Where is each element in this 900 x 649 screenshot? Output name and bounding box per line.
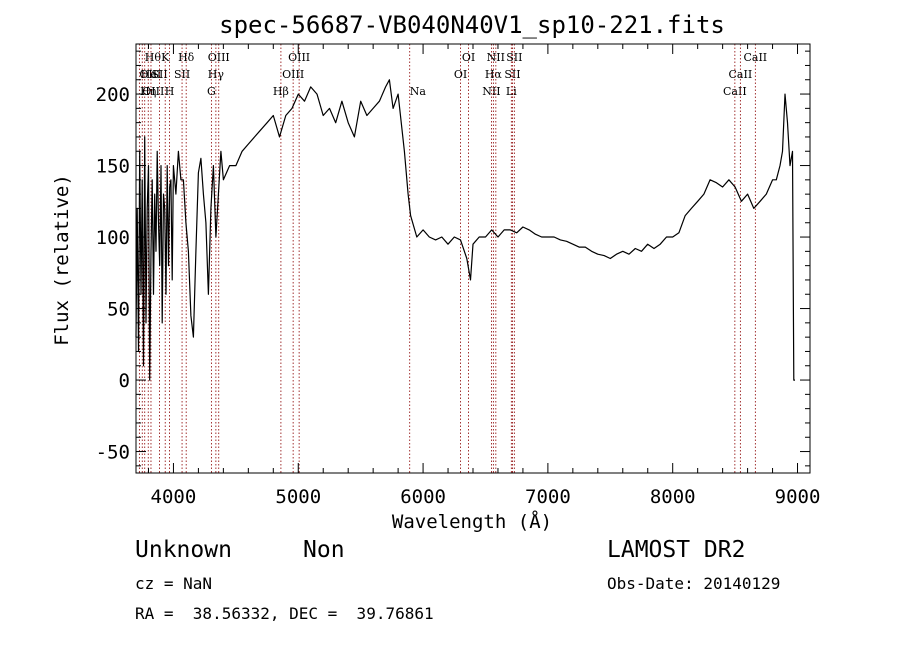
spectral-line-label: SII: [174, 68, 190, 81]
y-tick-label: 0: [119, 370, 130, 392]
y-tick-label: -50: [96, 442, 130, 464]
spectral-line-label: OI: [462, 51, 475, 64]
x-axis-label: Wavelength (Å): [392, 510, 552, 533]
spectral-line-label: SII: [506, 51, 522, 64]
x-tick-label: 7000: [525, 486, 571, 508]
y-axis-label: Flux (relative): [51, 174, 73, 346]
object-class: Unknown: [135, 537, 232, 563]
spectral-line-label: OI: [454, 68, 467, 81]
spectral-line-label: Hη: [140, 85, 156, 98]
survey-name: LAMOST DR2: [607, 537, 746, 563]
spectral-line-label: SII: [504, 68, 520, 81]
spectral-line-markers: OIIOIIIHθHηHeISIIKHSIIHδGHγOIIIHβOIIIOII…: [138, 44, 767, 473]
y-tick-label: 150: [96, 156, 130, 178]
spectrum-series-line: [135, 79, 795, 381]
x-tick-label: 4000: [151, 486, 197, 508]
spectral-line-label: Hθ: [145, 51, 162, 64]
spectral-line-label: Hα: [485, 68, 503, 81]
spectral-line-label: Hβ: [273, 85, 289, 98]
spectral-line-label: Hδ: [178, 51, 195, 64]
spectral-line-label: CaII: [729, 68, 753, 81]
spectral-line-label: HeI: [141, 68, 161, 81]
spectral-line-label: OIII: [282, 68, 304, 81]
plot-frame: [135, 43, 811, 474]
y-tick-label: 50: [107, 299, 130, 321]
observation-date: Obs-Date: 20140129: [607, 574, 781, 593]
coordinates: RA = 38.56332, DEC = 39.76861: [135, 604, 434, 623]
spectral-line-label: G: [207, 85, 216, 98]
x-tick-label: 5000: [275, 486, 321, 508]
x-tick-label: 8000: [650, 486, 696, 508]
spectral-line-label: CaII: [743, 51, 767, 64]
spectral-line-label: OIII: [142, 85, 164, 98]
spectral-line-label: NII: [482, 85, 500, 98]
spectral-line-label: Na: [410, 85, 427, 98]
spectral-line-label: NII: [487, 51, 505, 64]
spectral-line-label: OIII: [288, 51, 310, 64]
x-tick-label: 9000: [775, 486, 821, 508]
spectral-line-label: SII: [151, 68, 167, 81]
object-subclass: Non: [303, 537, 345, 563]
spectral-line-label: Li: [506, 85, 517, 98]
plot-area: [135, 79, 795, 381]
spectral-line-label: H: [165, 85, 175, 98]
axes: 4000 5000 6000 7000 8000 9000 -50 0 50 100 150 200: [96, 44, 821, 508]
spectral-line-label: Hγ: [208, 68, 225, 81]
spectral-line-label: OII: [139, 68, 157, 81]
y-tick-label: 100: [96, 227, 130, 249]
x-tick-label: 6000: [400, 486, 446, 508]
spectral-line-label: K: [161, 51, 170, 64]
spectral-line-label: CaII: [723, 85, 747, 98]
spectral-line-label: OIII: [208, 51, 230, 64]
chart-title: spec-56687-VB040N40V1_sp10-221.fits: [219, 11, 725, 39]
redshift-value: cz = NaN: [135, 574, 213, 593]
y-tick-label: 200: [96, 84, 130, 106]
